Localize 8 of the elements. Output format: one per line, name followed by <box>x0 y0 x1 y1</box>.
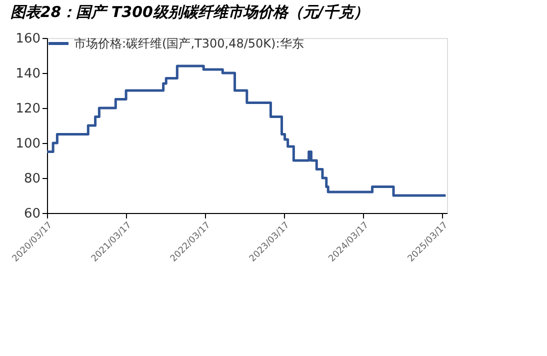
y-tick-label: 160 <box>16 32 40 46</box>
y-tick-label: 80 <box>24 172 40 186</box>
chart-title: 图表28：国产 T300级别碳纤维市场价格（元/千克） <box>10 3 368 21</box>
legend-label: 市场价格:碳纤维(国产,T300,48/50K):华东 <box>74 36 304 50</box>
y-tick-label: 100 <box>16 136 40 152</box>
y-tick-label: 140 <box>16 66 40 82</box>
y-tick-label: 60 <box>24 206 40 222</box>
y-tick-label: 120 <box>16 102 40 116</box>
